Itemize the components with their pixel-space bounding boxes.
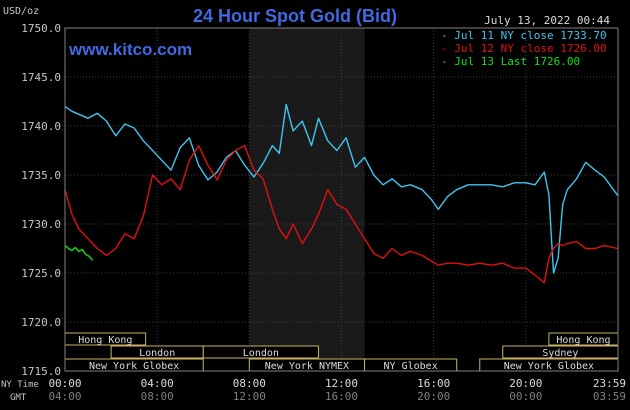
shaded-session xyxy=(249,28,365,371)
x-tick-label: 12:00 xyxy=(325,377,358,390)
y-tick-label: 1725.0 xyxy=(21,267,61,280)
gmt-tick-label: 04:00 xyxy=(48,390,81,403)
trading-sessions: Hong Kong Hong Kong London London Sydney New … xyxy=(64,332,619,372)
gmt-tick-label: 00:00 xyxy=(509,390,542,403)
y-tick-label: 1720.0 xyxy=(21,316,61,329)
session-label: New York Globex xyxy=(89,361,179,372)
x-tick-label: 16:00 xyxy=(417,377,450,390)
session-label: New York NYMEX xyxy=(265,361,349,372)
y-tick-label: 1740.0 xyxy=(21,120,61,133)
session-label: Hong Kong xyxy=(556,335,610,346)
x-tick-label: 00:00 xyxy=(48,377,81,390)
session-label: London xyxy=(139,348,175,359)
plot-frame xyxy=(64,27,619,372)
gmt-tick-label: 03:59 xyxy=(593,390,626,403)
ny-time-label: NY Time xyxy=(1,380,39,390)
series-lines xyxy=(64,103,619,284)
x-tick-label: 08:00 xyxy=(233,377,266,390)
x-tick-label: 20:00 xyxy=(509,377,542,390)
legend-entry: - Jul 12 NY close 1726.00 xyxy=(441,42,607,55)
y-tick-label: 1715.0 xyxy=(21,365,61,378)
gmt-tick-label: 08:00 xyxy=(141,390,174,403)
series-line xyxy=(64,103,619,274)
timestamp: July 13, 2022 00:44 xyxy=(484,14,610,27)
gmt-label: GMT xyxy=(10,393,27,403)
session-label: Sydney xyxy=(542,348,578,359)
chart-title: 24 Hour Spot Gold (Bid) xyxy=(193,6,397,26)
gmt-tick-label: 16:00 xyxy=(325,390,358,403)
legend-entry: - Jul 11 NY close 1733.70 xyxy=(441,29,607,42)
y-tick-label: 1730.0 xyxy=(21,218,61,231)
y-tick-label: 1745.0 xyxy=(21,71,61,84)
series-line xyxy=(64,144,618,284)
series-line xyxy=(64,245,94,261)
session-label: Hong Kong xyxy=(78,335,132,346)
gmt-tick-label: 20:00 xyxy=(417,390,450,403)
legend-entry: - Jul 13 Last 1726.00 xyxy=(441,55,580,68)
session-bar xyxy=(202,345,319,359)
axes: 1715.0 1720.0 1725.0 1730.0 1735.0 1740.0 1745… xyxy=(21,22,626,403)
watermark: www.kitco.com xyxy=(68,40,192,59)
gmt-tick-label: 12:00 xyxy=(233,390,266,403)
unit-label: USD/oz xyxy=(3,6,39,17)
x-tick-label: 04:00 xyxy=(141,377,174,390)
session-label: London xyxy=(243,348,279,359)
session-label: NY Globex xyxy=(384,361,438,372)
y-tick-label: 1735.0 xyxy=(21,169,61,182)
session-label: New York Globex xyxy=(504,361,594,372)
legend: - Jul 11 NY close 1733.70- Jul 12 NY clo… xyxy=(441,29,607,68)
x-tick-label: 23:59 xyxy=(593,377,626,390)
y-tick-label: 1750.0 xyxy=(21,22,61,35)
